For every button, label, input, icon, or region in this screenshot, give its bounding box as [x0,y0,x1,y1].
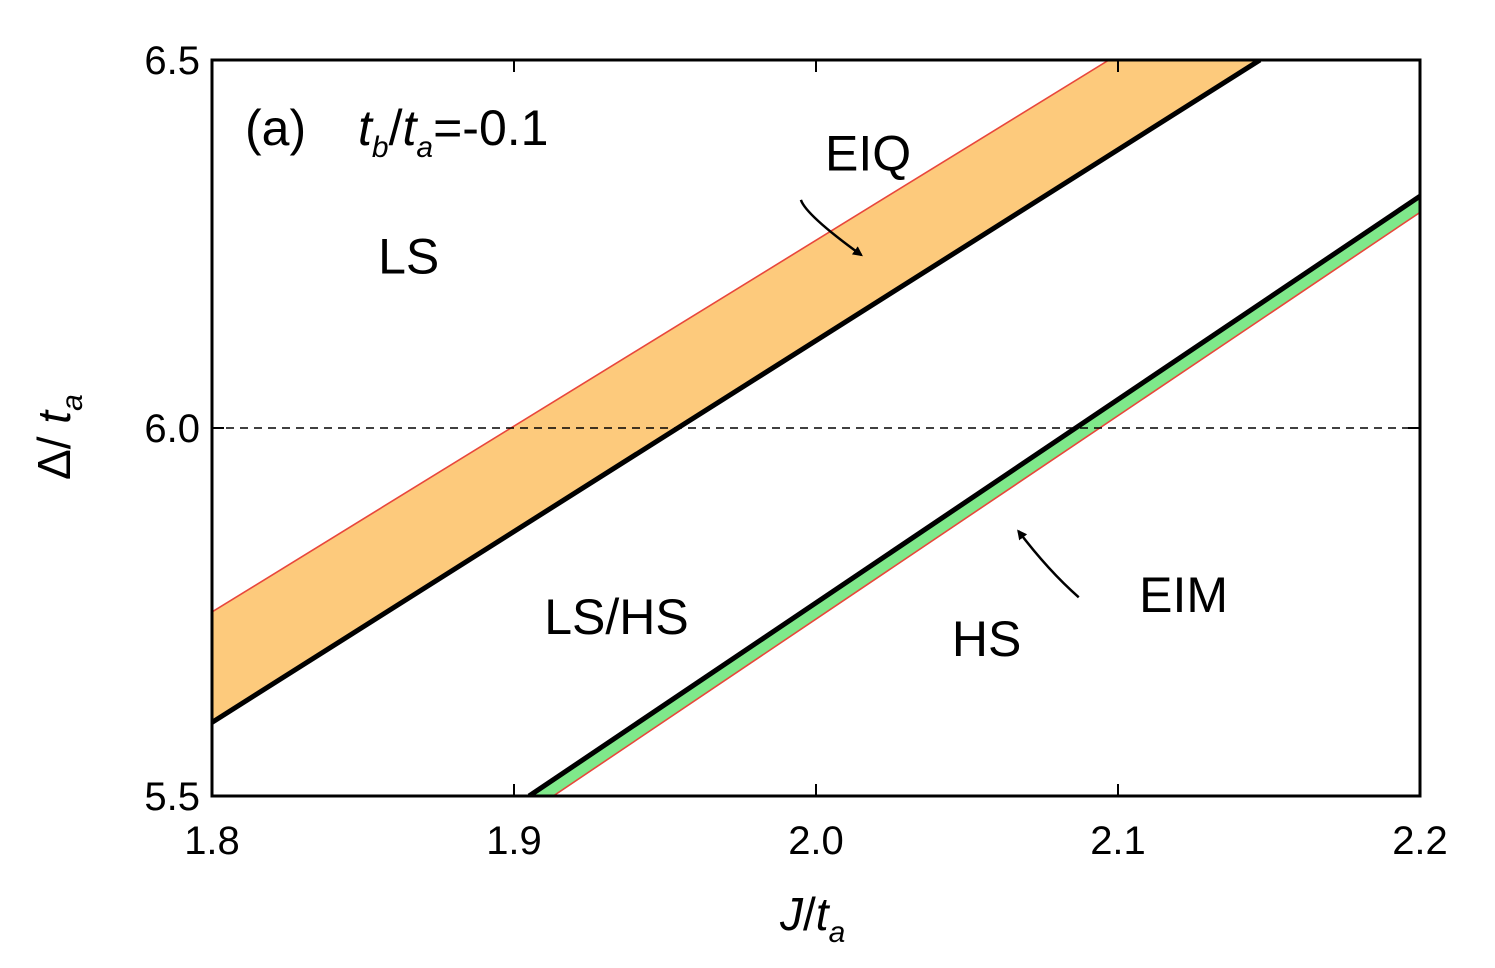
tick-layer: 1.8 1.9 2.0 2.1 2.2 5.5 6.0 6.5 [144,39,1447,863]
x-tick-label: 2.1 [1090,819,1146,863]
x-tick-label: 2.2 [1392,819,1448,863]
annotation-arrow-eim [1017,529,1080,599]
band-upper-eiq [212,60,1110,613]
y-tick-label: 6.5 [144,39,200,83]
band-upper-eim [527,194,1420,796]
x-tick-label: 1.9 [486,819,542,863]
y-tick-label: 6.0 [144,407,200,451]
y-axis-title-main2: t [28,409,80,424]
region-label-ls: LS [378,228,439,284]
band-lower-eim [552,211,1420,796]
annotation-eim: EIM [1139,567,1228,623]
param-value: =-0.1 [433,100,548,156]
annotation-eiq: EIQ [825,125,911,181]
y-axis-title: Δ/ ta [28,394,89,480]
x-axis-title-sub: a [829,916,846,949]
x-tick-label: 2.0 [788,819,844,863]
parameter-label: tb/ta=-0.1 [358,100,548,164]
y-axis-title-sub: a [56,394,89,411]
annotation-arrow-eiq [799,199,863,257]
band-lower-eiq [212,60,1262,725]
region-labels: LS LS/HS HS [378,228,1021,667]
x-axis-title-main: J [779,888,804,940]
param-sep: / [389,100,403,156]
param-t2-sub: a [416,131,433,164]
x-axis-title-sep: / [803,888,816,940]
panel-label: (a) [245,100,306,156]
x-axis-title: J/ta [779,888,845,949]
x-axis-title-main2: t [816,888,831,940]
y-axis-title-sep: / [28,424,80,450]
region-label-ls-hs: LS/HS [544,589,689,645]
param-t-sub: b [372,131,389,164]
region-label-hs: HS [952,611,1021,667]
param-t-main: t [358,100,374,156]
y-axis-title-main: Δ [28,449,80,480]
band-layer [212,60,1420,796]
annotation-layer: EIQ EIM [799,125,1228,623]
param-t2-main: t [403,100,419,156]
y-tick-label: 5.5 [144,775,200,819]
x-tick-label: 1.8 [184,819,240,863]
